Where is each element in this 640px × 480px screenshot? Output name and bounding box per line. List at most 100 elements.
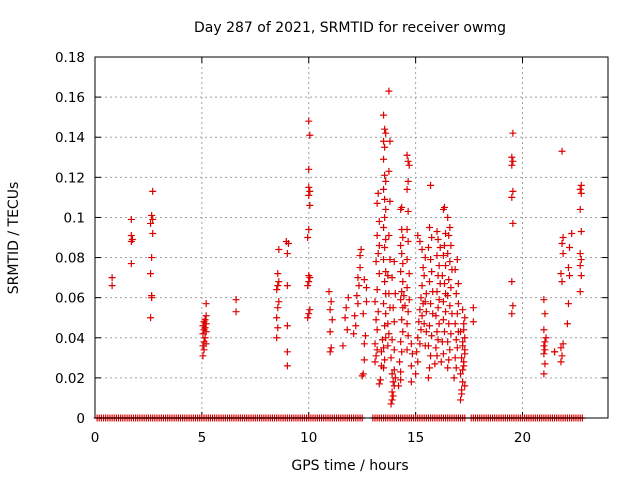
data-point bbox=[202, 300, 210, 308]
data-point bbox=[389, 392, 397, 400]
data-point bbox=[444, 213, 452, 221]
data-point bbox=[404, 238, 412, 246]
data-point bbox=[446, 302, 454, 310]
y-tick-label: 0 bbox=[76, 411, 85, 427]
data-point bbox=[461, 314, 469, 322]
data-point bbox=[397, 376, 405, 384]
y-tick-labels: 0 0.02 0.04 0.06 0.08 0.1 0.12 0.14 0.16 0.18 bbox=[55, 50, 85, 427]
data-point bbox=[397, 338, 405, 346]
x-tick-label: 15 bbox=[407, 430, 424, 446]
data-point bbox=[403, 256, 411, 264]
data-point bbox=[453, 310, 461, 318]
data-point bbox=[275, 278, 283, 286]
data-point bbox=[375, 380, 383, 388]
data-point bbox=[540, 342, 548, 350]
data-point bbox=[509, 219, 517, 227]
data-point bbox=[416, 238, 424, 246]
data-point bbox=[444, 250, 452, 258]
data-point bbox=[433, 252, 441, 260]
data-point bbox=[459, 366, 467, 374]
data-point bbox=[427, 181, 435, 189]
data-point bbox=[353, 292, 361, 300]
data-point bbox=[424, 244, 432, 252]
data-point bbox=[390, 258, 398, 266]
data-point bbox=[427, 256, 435, 264]
data-point bbox=[440, 280, 448, 288]
data-point bbox=[405, 270, 413, 278]
data-point bbox=[422, 308, 430, 316]
data-point bbox=[147, 314, 155, 322]
data-point bbox=[382, 310, 390, 318]
data-point bbox=[375, 217, 383, 225]
data-point bbox=[420, 272, 428, 280]
data-point bbox=[404, 207, 412, 215]
data-point bbox=[426, 278, 434, 286]
data-point bbox=[460, 358, 468, 366]
grid-lines bbox=[95, 57, 608, 418]
data-point bbox=[283, 322, 291, 330]
data-point bbox=[372, 352, 380, 360]
data-point bbox=[453, 256, 461, 264]
data-point bbox=[551, 348, 559, 356]
x-tick-label: 10 bbox=[300, 430, 317, 446]
data-point bbox=[451, 266, 459, 274]
data-point bbox=[382, 177, 390, 185]
data-point bbox=[148, 211, 156, 219]
data-point bbox=[384, 272, 392, 280]
data-point bbox=[444, 364, 452, 372]
data-point bbox=[356, 252, 364, 260]
data-point bbox=[201, 334, 209, 342]
data-point bbox=[373, 326, 381, 334]
data-point bbox=[576, 185, 584, 193]
data-point bbox=[442, 262, 450, 270]
data-point bbox=[452, 290, 460, 298]
data-point bbox=[404, 177, 412, 185]
data-point bbox=[403, 151, 411, 159]
data-point bbox=[200, 346, 208, 354]
data-point bbox=[414, 358, 422, 366]
data-point bbox=[508, 193, 516, 201]
data-point bbox=[326, 328, 334, 336]
data-point bbox=[380, 155, 388, 163]
data-point bbox=[273, 286, 281, 294]
data-point bbox=[451, 354, 459, 362]
data-point bbox=[558, 147, 566, 155]
data-point bbox=[421, 298, 429, 306]
x-tick-label: 5 bbox=[198, 430, 207, 446]
data-point bbox=[283, 250, 291, 258]
y-tick-label: 0.16 bbox=[55, 90, 85, 106]
data-point bbox=[418, 246, 426, 254]
data-point bbox=[452, 336, 460, 344]
data-point bbox=[343, 326, 351, 334]
data-point bbox=[381, 195, 389, 203]
data-point bbox=[440, 203, 448, 211]
y-tick-label: 0.14 bbox=[55, 130, 85, 146]
data-point bbox=[458, 390, 466, 398]
data-point bbox=[355, 282, 363, 290]
data-point bbox=[390, 346, 398, 354]
data-point bbox=[282, 238, 290, 246]
data-point bbox=[540, 350, 548, 358]
data-point bbox=[433, 288, 441, 296]
data-point bbox=[396, 358, 404, 366]
data-point bbox=[149, 187, 157, 195]
data-point bbox=[403, 225, 411, 233]
data-point bbox=[273, 334, 281, 342]
data-point bbox=[434, 304, 442, 312]
data-point bbox=[305, 117, 313, 125]
data-point bbox=[397, 368, 405, 376]
data-point bbox=[435, 320, 443, 328]
data-point bbox=[386, 197, 394, 205]
data-point bbox=[398, 203, 406, 211]
data-point bbox=[397, 296, 405, 304]
data-point bbox=[403, 320, 411, 328]
data-point bbox=[148, 292, 156, 300]
data-point bbox=[414, 334, 422, 342]
data-point bbox=[381, 213, 389, 221]
data-point bbox=[388, 274, 396, 282]
data-point bbox=[576, 205, 584, 213]
data-point bbox=[433, 227, 441, 235]
data-point bbox=[428, 332, 436, 340]
data-point bbox=[540, 296, 548, 304]
data-point bbox=[375, 242, 383, 250]
